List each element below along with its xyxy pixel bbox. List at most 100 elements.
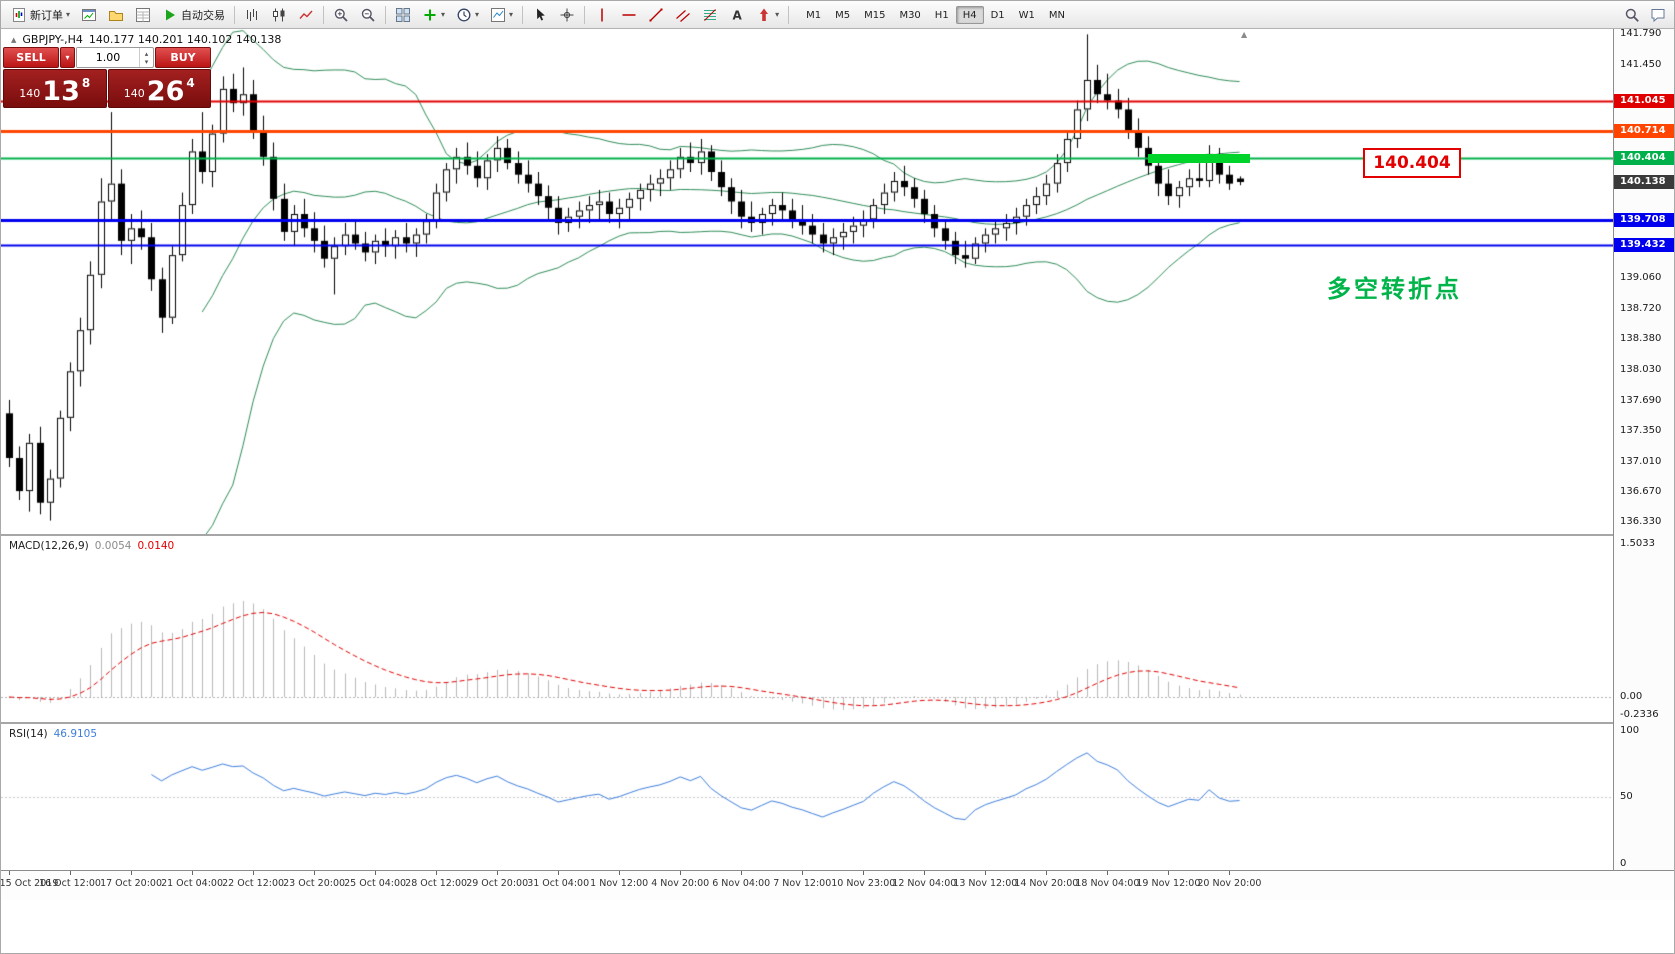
toolbar-arrows-button[interactable]: ▾ xyxy=(751,4,784,25)
price-tick-label: 137.350 xyxy=(1620,425,1662,437)
toolbar-search-button[interactable] xyxy=(1619,4,1645,25)
toolbar-equidistant-channel-button[interactable] xyxy=(670,4,696,25)
chart-window-icon xyxy=(81,7,97,23)
time-axis-label: 6 Nov 04:00 xyxy=(712,878,771,889)
volume-field: ▴ ▾ xyxy=(76,47,154,68)
zoom-in-icon xyxy=(333,7,349,23)
timeframe-h1-button[interactable]: H1 xyxy=(934,9,949,21)
pivot-line-price-badge: 140.404 xyxy=(1614,151,1674,166)
pivot-line-highlight[interactable] xyxy=(1148,154,1250,164)
toolbar-chat-button[interactable] xyxy=(1645,4,1671,25)
toolbar-candle-chart-mode-button[interactable] xyxy=(266,4,292,25)
time-axis-label: 29 Oct 20:00 xyxy=(466,878,529,889)
price-scale[interactable]: 141.790 141.450 139.060 138.720 138.380 138.0… xyxy=(1613,28,1674,870)
hline-icon xyxy=(621,7,637,23)
toolbar-horizontal-line-button[interactable] xyxy=(616,4,642,25)
buy-price-box[interactable]: 140 26 4 xyxy=(107,69,211,108)
toolbar-indicators-button[interactable]: ▾ xyxy=(417,4,450,25)
toolbar-tile-windows-button[interactable] xyxy=(390,4,416,25)
timeframe-mn-button[interactable]: MN xyxy=(1048,9,1065,21)
support-upper-price-badge: 139.708 xyxy=(1614,213,1674,228)
price-tick-label: 136.330 xyxy=(1620,516,1662,528)
toolbar-line-chart-mode-button[interactable] xyxy=(293,4,319,25)
sell-price-pip: 8 xyxy=(81,76,91,90)
price-tick-label: 136.670 xyxy=(1620,485,1662,497)
clock-icon xyxy=(456,7,472,23)
toolbar-vertical-line-button[interactable] xyxy=(589,4,615,25)
time-axis[interactable]: 15 Oct 2019 16 Oct 12:00 17 Oct 20:00 21 Oc… xyxy=(0,870,1674,900)
macd-axis-zero: 0.00 xyxy=(1620,690,1643,702)
time-axis-tick xyxy=(802,871,803,875)
timeframe-d1-button[interactable]: D1 xyxy=(990,9,1005,21)
timeframe-m15-button[interactable]: M15 xyxy=(864,9,886,21)
search-icon xyxy=(1624,7,1640,23)
time-axis-label: 18 Nov 04:00 xyxy=(1075,878,1140,889)
sell-button[interactable]: SELL xyxy=(3,47,59,68)
order-options-button[interactable]: ▾ xyxy=(60,47,75,68)
buy-price-pip: 4 xyxy=(186,76,195,90)
volume-up-button[interactable]: ▴ xyxy=(144,49,149,58)
toolbar-profiles-button[interactable] xyxy=(103,4,129,25)
toolbar-text-label-button[interactable]: A xyxy=(724,4,750,25)
time-axis-label: 23 Oct 20:00 xyxy=(283,878,346,889)
panel-separator[interactable] xyxy=(1,722,1674,724)
sell-price-box[interactable]: 140 13 8 xyxy=(3,69,107,108)
toolbar-new-order-label: 新订单 xyxy=(30,8,63,22)
indicators-icon xyxy=(422,7,438,23)
toolbar-zoom-in-button[interactable] xyxy=(328,4,354,25)
toolbar: 新订单 ▾ 自动交易 ▾ ▾ ▾ A ▾ M1 M5 M15 M30 H1 H4 D1 W1 MN xyxy=(1,1,1674,29)
price-chart-canvas[interactable] xyxy=(1,29,1613,534)
buy-button[interactable]: BUY xyxy=(155,47,211,68)
rsi-canvas[interactable] xyxy=(1,724,1613,870)
toolbar-bar-chart-mode-button[interactable] xyxy=(239,4,265,25)
support-lower-price-badge: 139.432 xyxy=(1614,238,1674,253)
time-axis-label: 14 Nov 20:00 xyxy=(1014,878,1079,889)
timeframe-m5-button[interactable]: M5 xyxy=(835,9,851,21)
toolbar-market-watch-button[interactable] xyxy=(130,4,156,25)
time-axis-tick xyxy=(619,871,620,875)
toolbar-separator xyxy=(234,5,236,24)
toolbar-trendline-button[interactable] xyxy=(643,4,669,25)
bars-icon xyxy=(244,7,260,23)
toolbar-new-order-button[interactable]: 新订单 ▾ xyxy=(6,4,75,25)
toolbar-periods-button[interactable]: ▾ xyxy=(451,4,484,25)
timeframe-w1-button[interactable]: W1 xyxy=(1018,9,1035,21)
toolbar-fibonacci-button[interactable] xyxy=(697,4,723,25)
pivot-note-text[interactable]: 多空转折点 xyxy=(1327,275,1462,303)
time-axis-tick xyxy=(436,871,437,875)
toolbar-zoom-out-button[interactable] xyxy=(355,4,381,25)
macd-canvas[interactable] xyxy=(1,536,1613,722)
line-icon xyxy=(298,7,314,23)
toolbar-cursor-button[interactable] xyxy=(527,4,553,25)
caret-down-icon: ▾ xyxy=(775,9,780,19)
time-axis-label: 7 Nov 12:00 xyxy=(773,878,832,889)
price-tick-label: 141.790 xyxy=(1620,28,1662,40)
time-axis-label: 22 Oct 12:00 xyxy=(222,878,285,889)
macd-signal-value: 0.0140 xyxy=(137,540,175,552)
toolbar-templates-button[interactable]: ▾ xyxy=(485,4,518,25)
volume-input[interactable] xyxy=(77,48,139,67)
price-tick-label: 138.720 xyxy=(1620,302,1662,314)
rsi-axis-50: 50 xyxy=(1620,791,1633,802)
toolbar-autotrading-button[interactable]: 自动交易 xyxy=(157,4,230,25)
time-axis-tick xyxy=(741,871,742,875)
toolbar-charts-button[interactable] xyxy=(76,4,102,25)
vline-icon xyxy=(594,7,610,23)
trendline-icon xyxy=(648,7,664,23)
time-axis-label: 15 Oct 2019 xyxy=(0,878,59,889)
time-axis-label: 10 Nov 23:00 xyxy=(831,878,896,889)
timeframe-h4-button[interactable]: H4 xyxy=(955,5,984,24)
volume-down-button[interactable]: ▾ xyxy=(144,57,149,66)
toolbar-crosshair-button[interactable] xyxy=(554,4,580,25)
sell-price-main: 13 xyxy=(42,76,80,108)
timeframe-m30-button[interactable]: M30 xyxy=(899,9,921,21)
zoom-out-icon xyxy=(360,7,376,23)
time-axis-tick xyxy=(680,871,681,875)
panel-separator[interactable] xyxy=(1,534,1674,536)
timeframe-m1-button[interactable]: M1 xyxy=(806,9,822,21)
text-icon: A xyxy=(729,7,745,23)
pivot-price-callout[interactable]: 140.404 xyxy=(1363,148,1461,179)
macd-axis-min: -0.2336 xyxy=(1620,709,1659,720)
current-price-badge: 140.138 xyxy=(1614,175,1674,190)
